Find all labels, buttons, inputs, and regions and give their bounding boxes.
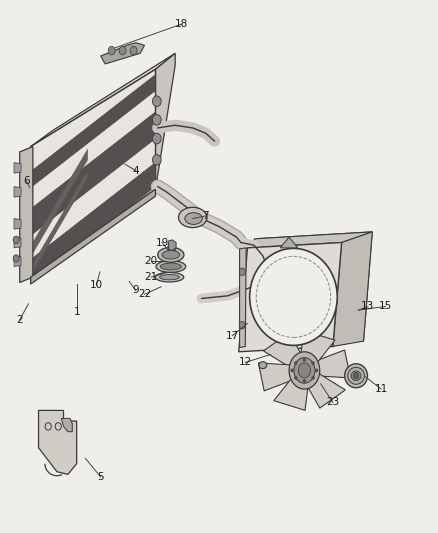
- Ellipse shape: [250, 248, 337, 345]
- Polygon shape: [31, 53, 175, 147]
- Circle shape: [298, 363, 311, 378]
- Text: 20: 20: [145, 256, 158, 266]
- Polygon shape: [31, 171, 88, 276]
- Polygon shape: [31, 75, 155, 188]
- Polygon shape: [300, 330, 335, 363]
- Circle shape: [152, 155, 161, 165]
- Text: 4: 4: [132, 166, 139, 175]
- Text: 21: 21: [145, 272, 158, 282]
- Circle shape: [312, 361, 314, 365]
- Polygon shape: [239, 243, 342, 352]
- Ellipse shape: [160, 263, 181, 270]
- Text: 17: 17: [226, 331, 239, 341]
- Circle shape: [239, 321, 245, 329]
- Ellipse shape: [178, 207, 207, 228]
- Ellipse shape: [158, 247, 184, 262]
- Polygon shape: [14, 237, 21, 248]
- Circle shape: [239, 268, 245, 276]
- Polygon shape: [274, 378, 308, 410]
- Polygon shape: [315, 350, 350, 378]
- Text: 19: 19: [155, 238, 169, 247]
- Ellipse shape: [345, 364, 367, 388]
- Circle shape: [289, 352, 320, 389]
- Ellipse shape: [259, 361, 267, 369]
- Circle shape: [291, 369, 293, 372]
- Polygon shape: [31, 163, 155, 284]
- Ellipse shape: [185, 213, 202, 224]
- Circle shape: [294, 358, 315, 383]
- Polygon shape: [264, 333, 303, 367]
- Ellipse shape: [351, 371, 361, 381]
- Text: 1: 1: [73, 307, 80, 317]
- Text: 7: 7: [202, 211, 209, 221]
- Polygon shape: [333, 232, 372, 346]
- Circle shape: [294, 376, 297, 379]
- Polygon shape: [61, 418, 72, 432]
- Polygon shape: [101, 43, 145, 64]
- Text: 9: 9: [132, 286, 139, 295]
- Text: 2: 2: [16, 315, 23, 325]
- Circle shape: [312, 376, 314, 379]
- Polygon shape: [168, 243, 175, 253]
- Polygon shape: [247, 232, 372, 248]
- Circle shape: [152, 96, 161, 107]
- Polygon shape: [14, 187, 21, 197]
- Circle shape: [315, 369, 318, 372]
- Circle shape: [13, 255, 19, 262]
- Polygon shape: [169, 240, 176, 251]
- Circle shape: [303, 379, 306, 383]
- Polygon shape: [39, 410, 77, 474]
- Ellipse shape: [348, 367, 364, 384]
- Text: 13: 13: [361, 302, 374, 311]
- Circle shape: [294, 361, 297, 365]
- Circle shape: [152, 115, 161, 125]
- Circle shape: [353, 373, 359, 379]
- Polygon shape: [240, 248, 246, 348]
- Text: 5: 5: [97, 472, 104, 482]
- Polygon shape: [14, 163, 21, 173]
- Text: 11: 11: [374, 384, 388, 394]
- Circle shape: [119, 46, 126, 55]
- Polygon shape: [31, 112, 155, 236]
- Ellipse shape: [156, 261, 186, 272]
- Text: 15: 15: [379, 302, 392, 311]
- Circle shape: [303, 358, 306, 361]
- Circle shape: [13, 236, 19, 244]
- Text: 23: 23: [326, 398, 339, 407]
- Polygon shape: [31, 69, 155, 277]
- Polygon shape: [20, 147, 33, 282]
- Ellipse shape: [159, 274, 180, 280]
- Polygon shape: [14, 256, 21, 266]
- Text: 18: 18: [175, 19, 188, 29]
- Text: 10: 10: [90, 280, 103, 290]
- Circle shape: [152, 133, 161, 144]
- Polygon shape: [247, 232, 372, 349]
- Polygon shape: [306, 374, 345, 408]
- Polygon shape: [155, 53, 175, 189]
- Polygon shape: [258, 363, 294, 391]
- Polygon shape: [280, 237, 298, 248]
- Text: 22: 22: [138, 289, 151, 299]
- Polygon shape: [31, 189, 155, 284]
- Text: 6: 6: [23, 176, 30, 186]
- Circle shape: [130, 46, 137, 55]
- Ellipse shape: [155, 272, 184, 282]
- Polygon shape: [14, 219, 21, 229]
- Polygon shape: [31, 149, 88, 257]
- Text: 12: 12: [239, 358, 252, 367]
- Ellipse shape: [162, 251, 180, 259]
- Circle shape: [108, 46, 115, 55]
